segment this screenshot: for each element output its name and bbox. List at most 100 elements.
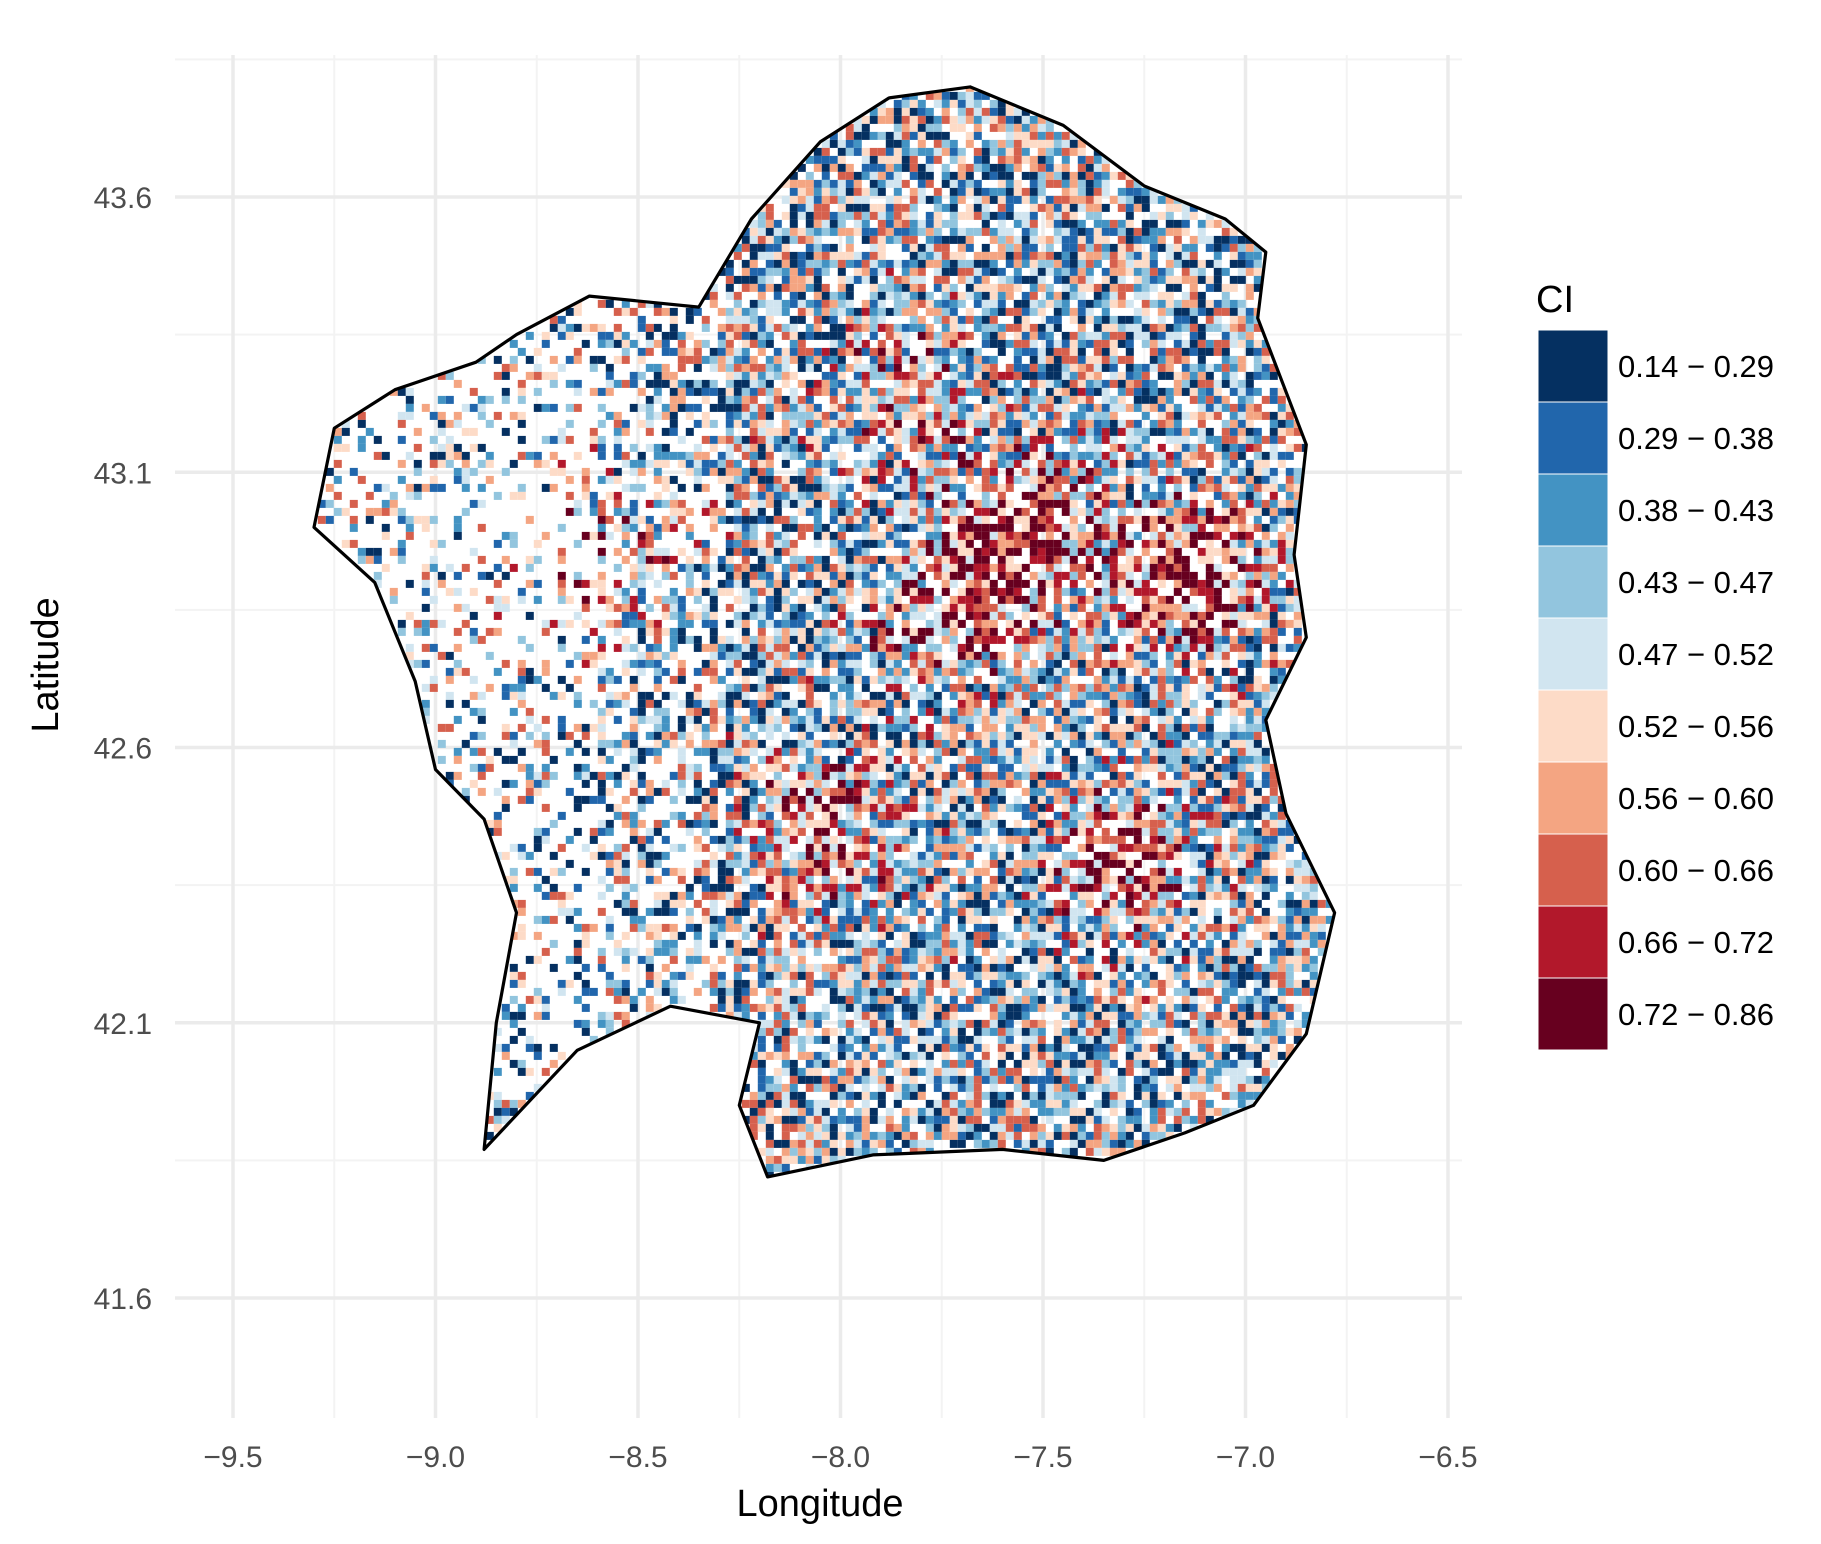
ci-cell <box>990 692 998 700</box>
ci-cell <box>1142 668 1150 676</box>
ci-cell <box>790 348 798 356</box>
ci-cell <box>790 356 798 364</box>
ci-cell <box>1134 556 1142 564</box>
ci-cell <box>646 332 654 340</box>
ci-cell <box>1014 620 1022 628</box>
ci-cell <box>1062 620 1070 628</box>
ci-cell <box>742 572 750 580</box>
ci-cell <box>942 364 950 372</box>
ci-cell <box>822 716 830 724</box>
ci-cell <box>438 460 446 468</box>
ci-cell <box>846 428 854 436</box>
ci-cell <box>918 588 926 596</box>
ci-cell <box>1022 636 1030 644</box>
ci-cell <box>846 204 854 212</box>
ci-cell <box>1006 460 1014 468</box>
ci-cell <box>1262 532 1270 540</box>
ci-cell <box>758 692 766 700</box>
ci-cell <box>1078 244 1086 252</box>
ci-cell <box>718 364 726 372</box>
ci-cell <box>1166 388 1174 396</box>
ci-cell <box>1014 284 1022 292</box>
ci-cell <box>798 396 806 404</box>
ci-cell <box>886 332 894 340</box>
ci-cell <box>966 412 974 420</box>
ci-cell <box>918 244 926 252</box>
ci-cell <box>918 100 926 108</box>
ci-cell <box>1118 324 1126 332</box>
ci-cell <box>1230 412 1238 420</box>
ci-cell <box>894 404 902 412</box>
ci-cell <box>1110 668 1118 676</box>
ci-cell <box>958 572 966 580</box>
ci-cell <box>990 212 998 220</box>
ci-cell <box>1094 588 1102 596</box>
ci-cell <box>798 212 806 220</box>
ci-cell <box>862 628 870 636</box>
ci-cell <box>998 404 1006 412</box>
ci-cell <box>750 572 758 580</box>
ci-cell <box>830 620 838 628</box>
ci-cell <box>374 508 382 516</box>
ci-cell <box>1094 540 1102 548</box>
ci-cell <box>1078 300 1086 308</box>
ci-cell <box>1238 396 1246 404</box>
ci-cell <box>958 556 966 564</box>
ci-cell <box>742 636 750 644</box>
ci-cell <box>894 260 902 268</box>
ci-cell <box>662 460 670 468</box>
ci-cell <box>862 372 870 380</box>
ci-cell <box>878 668 886 676</box>
ci-cell <box>638 628 646 636</box>
ci-cell <box>638 692 646 700</box>
ci-cell <box>942 236 950 244</box>
ci-cell <box>486 572 494 580</box>
ci-cell <box>1134 316 1142 324</box>
ci-cell <box>886 644 894 652</box>
ci-cell <box>830 196 838 204</box>
ci-cell <box>1102 228 1110 236</box>
ci-cell <box>766 308 774 316</box>
ci-cell <box>726 332 734 340</box>
ci-cell <box>726 564 734 572</box>
ci-cell <box>894 124 902 132</box>
ci-cell <box>438 620 446 628</box>
ci-cell <box>1126 380 1134 388</box>
ci-cell <box>774 580 782 588</box>
ci-cell <box>1014 308 1022 316</box>
ci-cell <box>798 684 806 692</box>
ci-cell <box>1070 492 1078 500</box>
ci-cell <box>854 364 862 372</box>
ci-cell <box>806 612 814 620</box>
ci-cell <box>758 684 766 692</box>
ci-cell <box>1046 324 1054 332</box>
ci-cell <box>1014 332 1022 340</box>
ci-cell <box>846 284 854 292</box>
ci-cell <box>526 356 534 364</box>
ci-cell <box>982 276 990 284</box>
ci-cell <box>1046 164 1054 172</box>
ci-cell <box>622 660 630 668</box>
ci-cell <box>782 636 790 644</box>
ci-cell <box>1278 500 1286 508</box>
ci-cell <box>1054 372 1062 380</box>
ci-cell <box>822 268 830 276</box>
ci-cell <box>1214 516 1222 524</box>
ci-cell <box>1150 572 1158 580</box>
ci-cell <box>742 596 750 604</box>
ci-cell <box>854 444 862 452</box>
ci-cell <box>566 380 574 388</box>
ci-cell <box>1230 276 1238 284</box>
ci-cell <box>726 308 734 316</box>
ci-cell <box>1150 380 1158 388</box>
ci-cell <box>1166 532 1174 540</box>
ci-cell <box>662 596 670 604</box>
ci-cell <box>1238 692 1246 700</box>
ci-cell <box>1022 300 1030 308</box>
ci-cell <box>1222 612 1230 620</box>
ci-cell <box>974 564 982 572</box>
ci-cell <box>1110 540 1118 548</box>
ci-cell <box>1126 404 1134 412</box>
ci-cell <box>862 204 870 212</box>
ci-cell <box>934 484 942 492</box>
